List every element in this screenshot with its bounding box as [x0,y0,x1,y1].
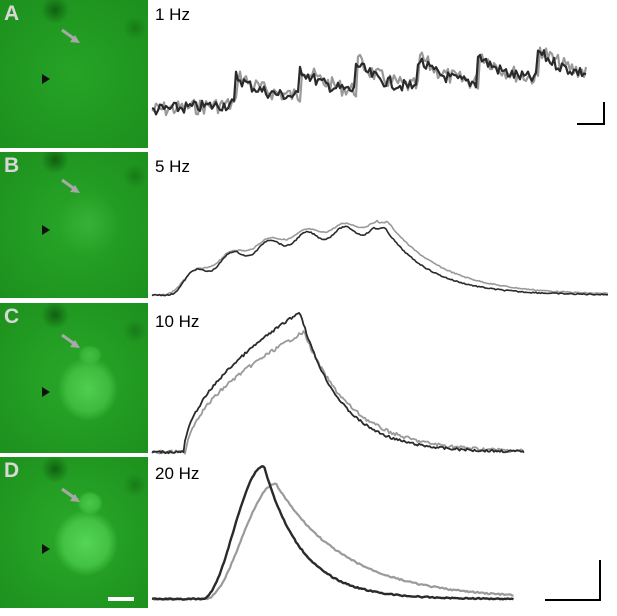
traces-panel-a [151,46,588,117]
gray-arrow-icon [61,28,80,43]
trace-c-dark [151,312,525,455]
trace-b-gray [151,219,609,297]
freq-label-a: 1 Hz [155,5,190,24]
panel-c-letter: C [4,305,20,328]
trace-c-gray [151,330,525,455]
black-arrowhead-icon [42,387,50,397]
panel-d-image: D [0,457,148,608]
freq-label-c: 10 Hz [155,312,200,331]
black-arrowhead-icon [42,74,50,84]
scale-bar-d [545,560,601,601]
trace-a-dark [151,49,587,116]
freq-label-b: 5 Hz [155,157,190,176]
panel-a-image: A [0,0,148,148]
scale-bar-a [577,102,605,125]
panel-d-letter: D [4,459,20,482]
scale-bar [108,597,134,601]
panel-c-image: C [0,303,148,453]
gray-arrow-icon [61,178,80,193]
traces-panel-c [151,312,525,455]
gray-arrow-icon [61,333,80,348]
black-arrowhead-icon [42,544,50,554]
panel-a-letter: A [4,2,20,25]
black-arrowhead-icon [42,225,50,235]
trace-d-gray [151,482,514,601]
traces-panel-b [151,219,609,297]
trace-b-dark [151,225,609,297]
gray-arrow-icon [61,487,80,502]
freq-label-d: 20 Hz [155,464,200,483]
panel-b-letter: B [4,154,20,177]
traces-panel-d [151,465,514,601]
panel-b-image: B [0,152,148,298]
trace-d-dark [151,465,514,601]
